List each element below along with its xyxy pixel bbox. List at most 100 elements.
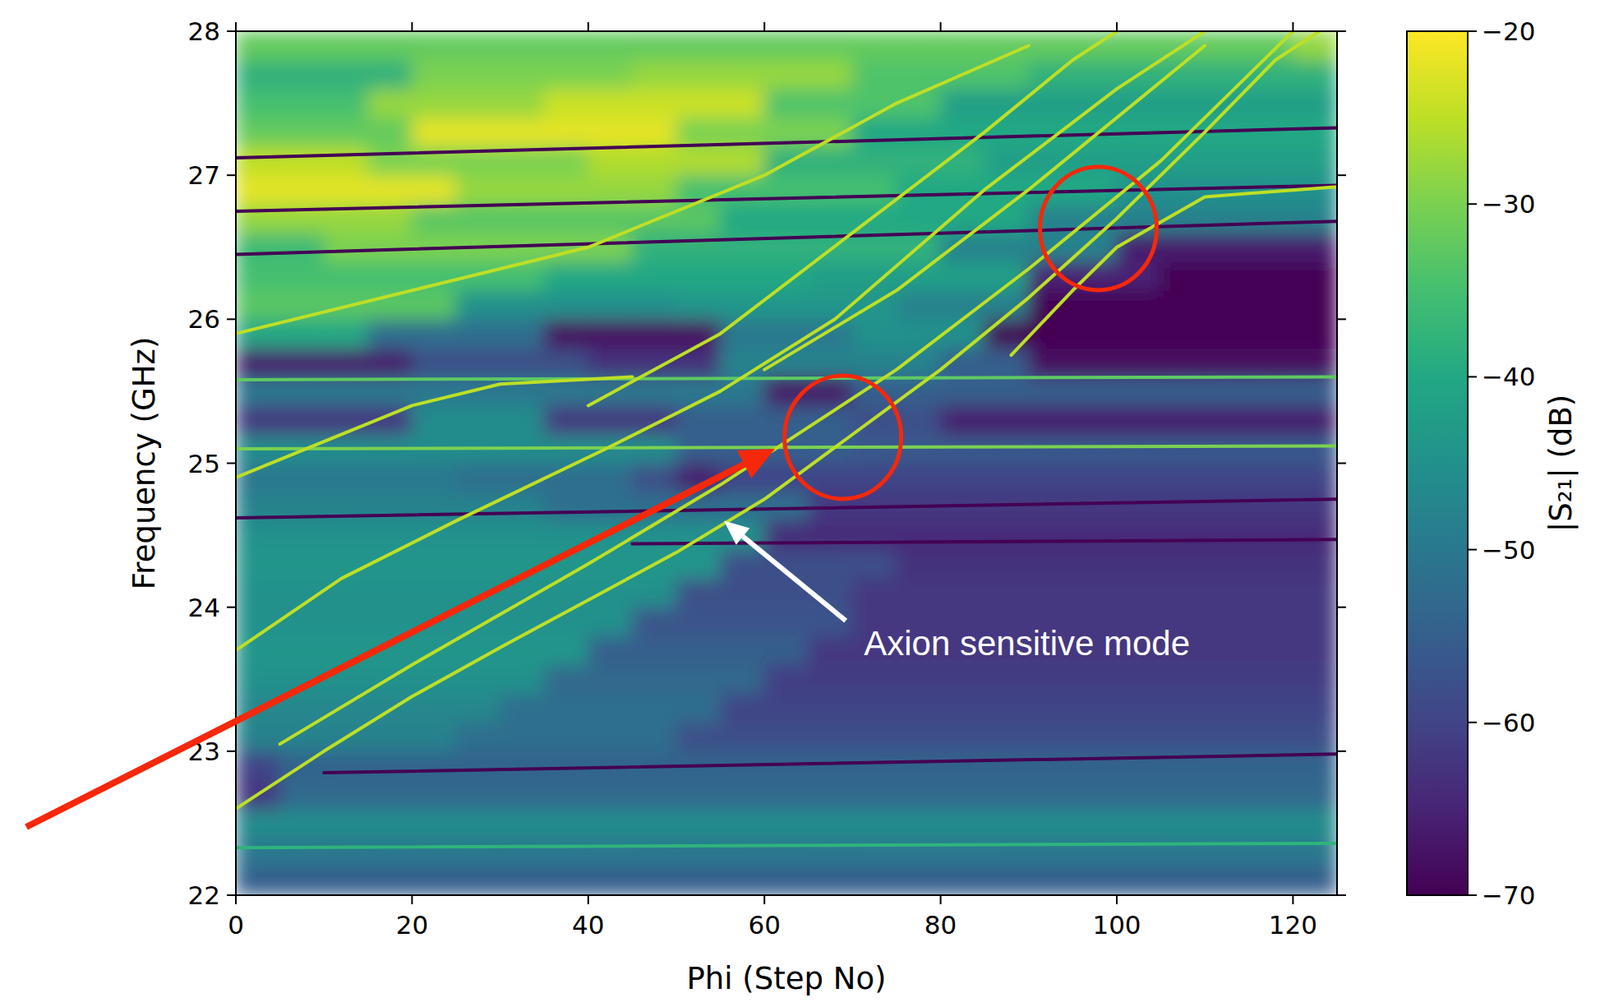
heatmap-cell [323, 750, 369, 780]
heatmap-cell [411, 548, 457, 579]
heatmap-cell [456, 405, 502, 435]
heatmap-cell [367, 779, 413, 809]
heatmap-cell [1160, 779, 1206, 809]
y-tick [226, 174, 236, 176]
y-tick-label: 22 [188, 880, 221, 910]
heatmap-cell [807, 59, 854, 90]
heatmap-cell [1160, 548, 1206, 579]
heatmap-cell [235, 520, 281, 550]
heatmap-cell [852, 548, 898, 579]
heatmap-cell [323, 232, 369, 263]
heatmap-cell [719, 203, 766, 234]
heatmap-cell [1028, 663, 1074, 694]
colorbar-tick [1467, 894, 1477, 896]
heatmap-cell [984, 462, 1030, 493]
y-tick-label: 28 [188, 16, 221, 47]
heatmap-cell [235, 836, 281, 867]
heatmap-cell [323, 261, 369, 291]
heatmap-cell [676, 146, 722, 176]
heatmap-cell [852, 721, 898, 752]
heatmap-cell [1160, 318, 1206, 349]
x-tick [940, 894, 942, 904]
mode-line [235, 843, 1338, 848]
mode-line [235, 46, 1029, 334]
heatmap-cell [323, 779, 369, 809]
heatmap-cell [1248, 433, 1294, 464]
heatmap-cell [1160, 807, 1206, 838]
heatmap-cell [940, 807, 986, 838]
heatmap-cell [1116, 462, 1162, 493]
heatmap-cell [1160, 376, 1206, 406]
heatmap-cell [631, 88, 678, 119]
heatmap-cell [456, 836, 502, 867]
heatmap-cell [1292, 721, 1338, 752]
heatmap-cell [764, 203, 810, 234]
heatmap-cell [940, 405, 986, 435]
mode-line [235, 376, 632, 478]
heatmap-cell [719, 520, 766, 550]
heatmap-cell [1028, 318, 1074, 349]
heatmap-cell [411, 692, 457, 723]
heatmap-cell [1116, 807, 1162, 838]
heatmap-cell [1116, 433, 1162, 464]
heatmap-cell [323, 117, 369, 148]
heatmap-cell [1248, 577, 1294, 608]
plot-area [235, 31, 1338, 895]
heatmap-cell [235, 232, 281, 263]
heatmap-cell [235, 663, 281, 694]
heatmap-cell [631, 203, 678, 234]
heatmap-cell [587, 462, 633, 493]
heatmap-cell [587, 88, 633, 119]
heatmap-cell [940, 318, 986, 349]
heatmap-cell [499, 31, 545, 61]
heatmap-cell [456, 750, 502, 780]
y-tick [226, 30, 236, 33]
heatmap-cell [411, 750, 457, 780]
heatmap-cell [984, 577, 1030, 608]
heatmap-cell [1204, 146, 1250, 176]
heatmap-cell [1248, 721, 1294, 752]
heatmap-cell [1292, 807, 1338, 838]
heatmap-cell [764, 779, 810, 809]
heatmap-cell [719, 606, 766, 637]
heatmap-cell [631, 31, 678, 61]
heatmap-cell [852, 577, 898, 608]
heatmap-cell [631, 290, 678, 320]
heatmap-cell [631, 721, 678, 752]
heatmap-cell [1292, 836, 1338, 867]
heatmap-cell [1204, 520, 1250, 550]
heatmap-cell [631, 59, 678, 90]
heatmap-cell [764, 462, 810, 493]
heatmap-cell [852, 31, 898, 61]
heatmap-cell [1292, 548, 1338, 579]
heatmap-cell [1292, 635, 1338, 665]
heatmap-cell [719, 779, 766, 809]
heatmap-cell [764, 59, 810, 90]
heatmap-cell [764, 31, 810, 61]
colorbar-tick-label: −20 [1481, 16, 1536, 47]
heatmap-cell [1248, 663, 1294, 694]
heatmap-cell [1116, 779, 1162, 809]
heatmap-cell [631, 692, 678, 723]
heatmap-cell [764, 692, 810, 723]
y-tick [226, 462, 236, 465]
heatmap-cell [587, 405, 633, 435]
heatmap-cell [631, 376, 678, 406]
heatmap-cell [764, 836, 810, 867]
mode-line [235, 376, 1338, 380]
heatmap-cell [279, 548, 325, 579]
heatmap-cell [631, 261, 678, 291]
heatmap-cell [1292, 376, 1338, 406]
annotation-line: Axion sensitive mode [863, 623, 1190, 663]
heatmap-cell [367, 347, 413, 378]
heatmap-cell [279, 520, 325, 550]
heatmap-cell [1028, 117, 1074, 148]
y-tick-right [1337, 174, 1347, 176]
heatmap-cell [1248, 807, 1294, 838]
x-tick-label: 20 [396, 909, 429, 940]
heatmap-cell [1292, 462, 1338, 493]
heatmap-cell [1292, 261, 1338, 291]
heatmap-cell [235, 347, 281, 378]
heatmap-cell [807, 146, 854, 176]
heatmap-cell [411, 836, 457, 867]
